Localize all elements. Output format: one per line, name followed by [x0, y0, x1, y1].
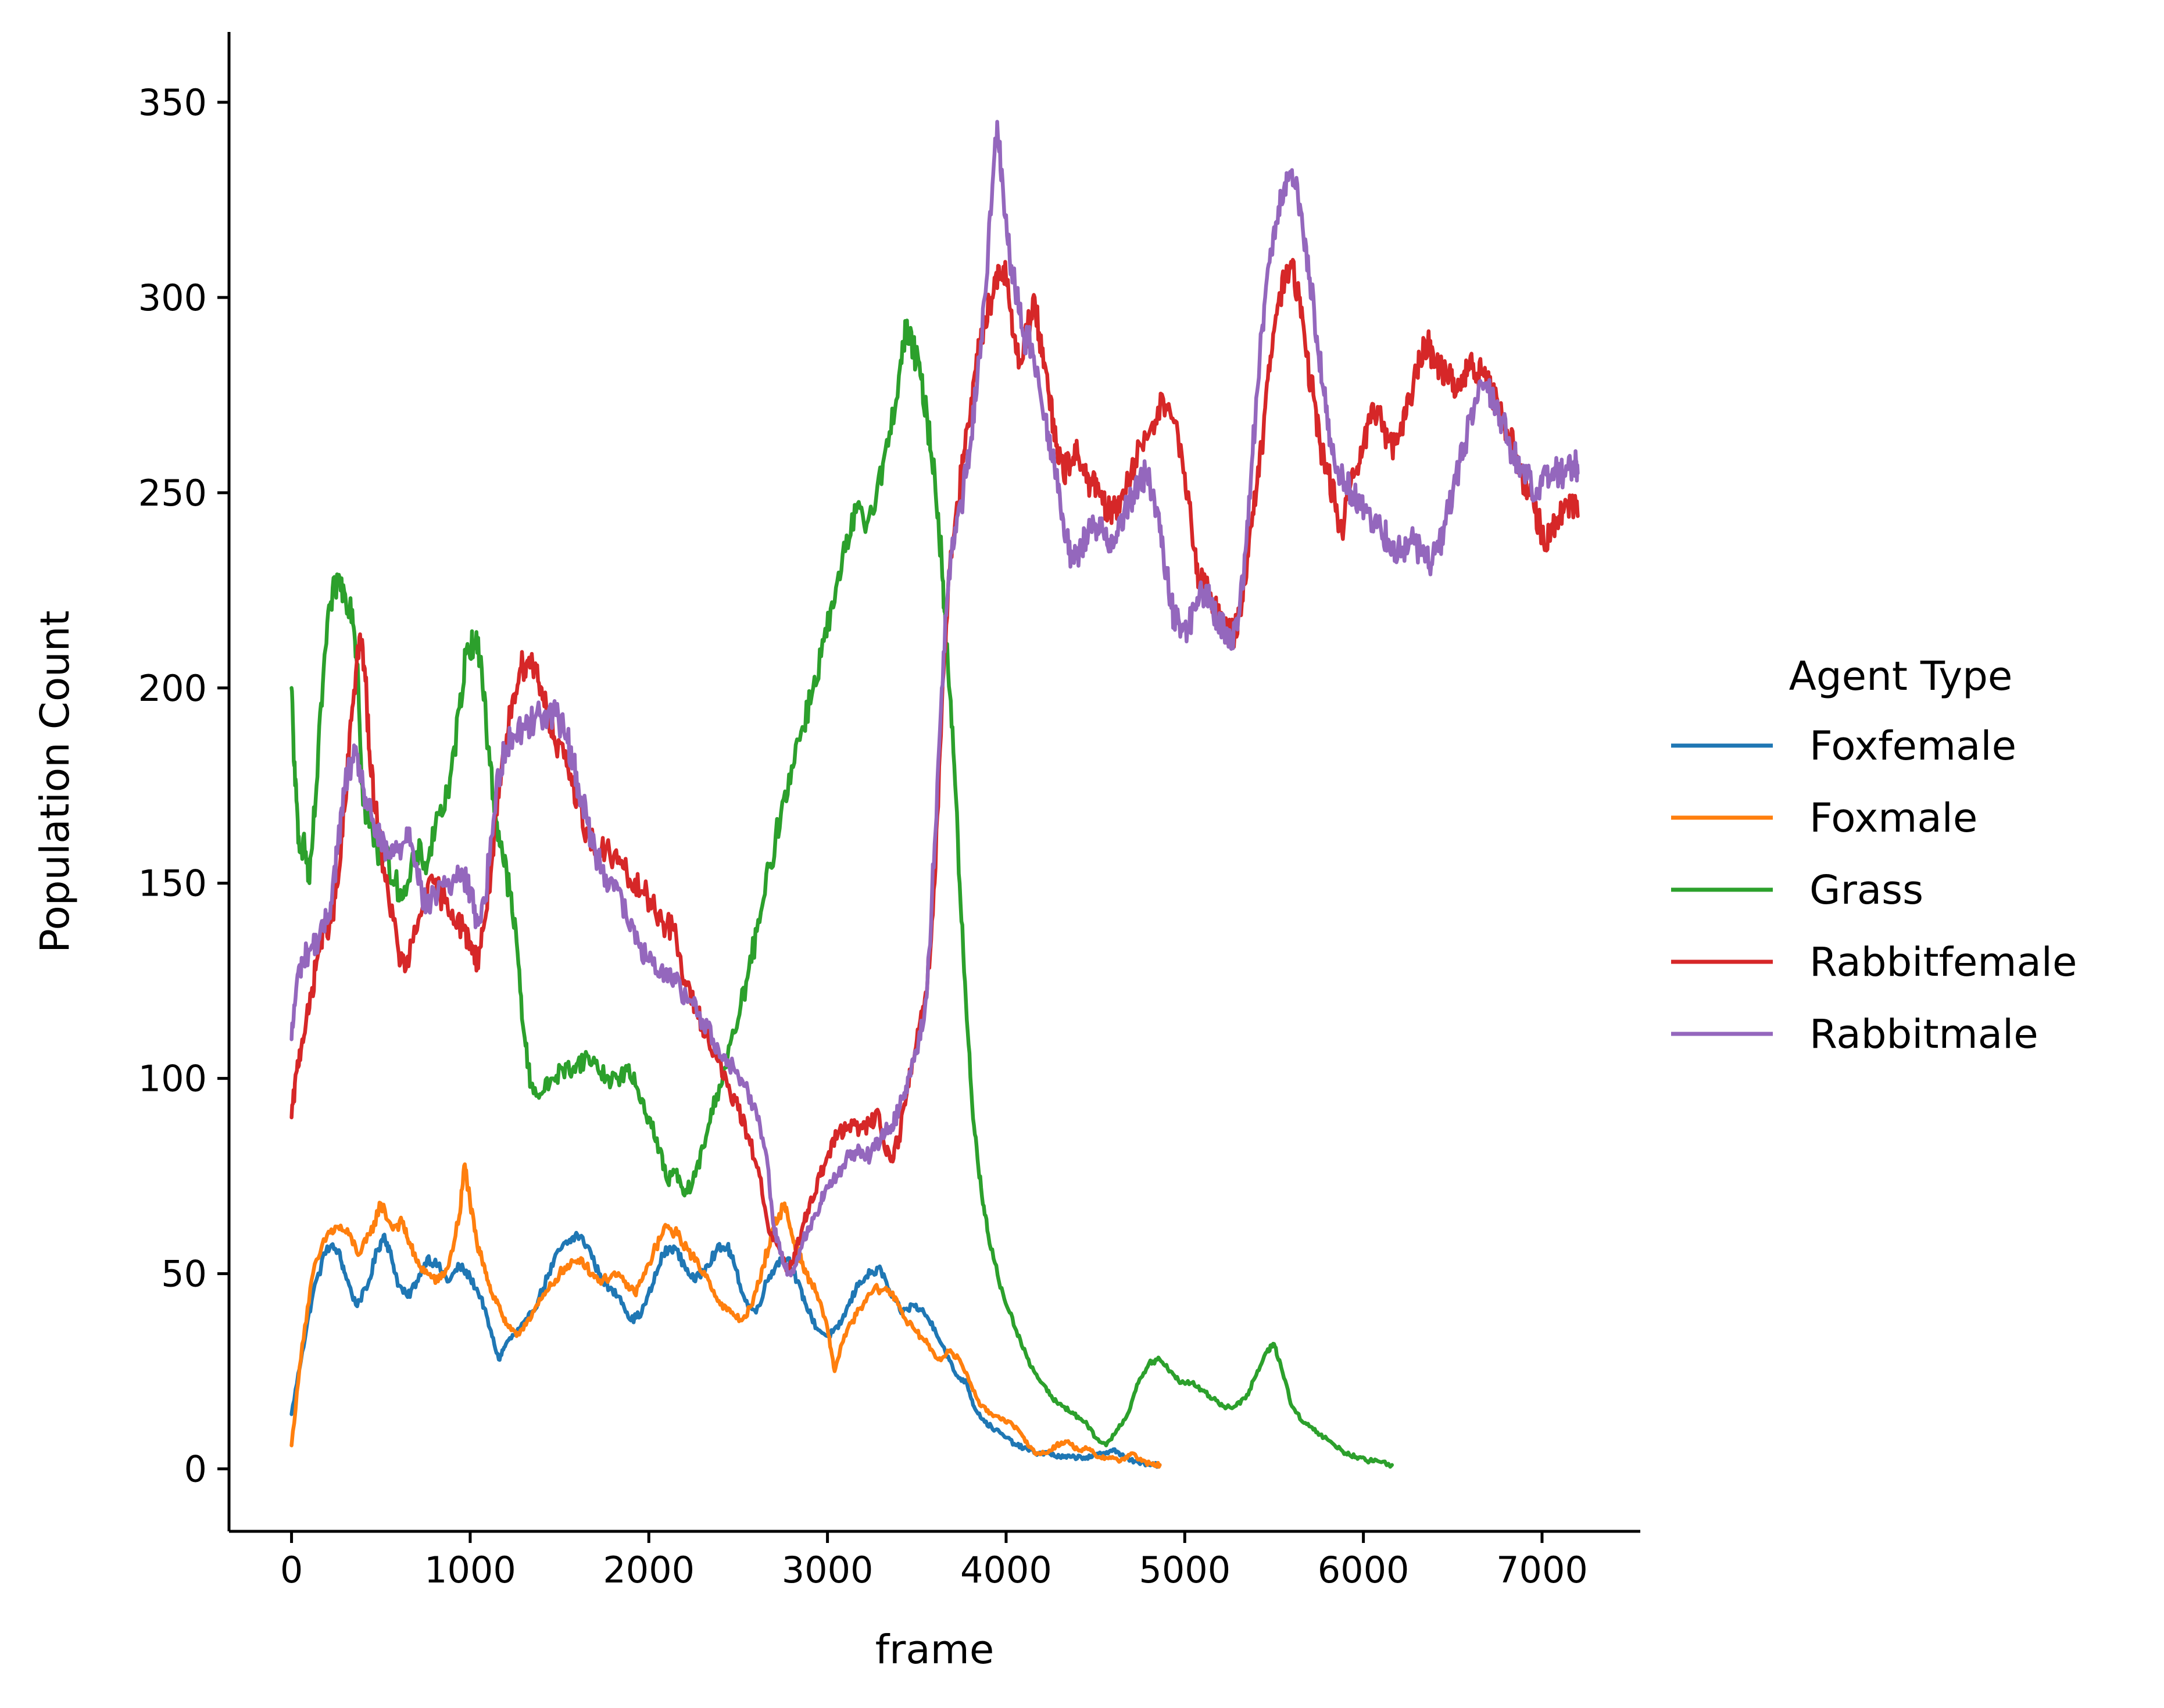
series-line-foxmale: [289, 1162, 1162, 1469]
legend-item-foxfemale: Foxfemale: [1671, 723, 2016, 769]
legend-items: Foxfemale Foxmale Grass Rabbitfemale Rabbitm…: [1671, 723, 2077, 1058]
series-line-grass: [289, 318, 1394, 1469]
x-tick-label: 7000: [1496, 1549, 1588, 1591]
y-tick-label: 350: [138, 81, 207, 124]
legend-item-grass: Grass: [1671, 867, 1923, 914]
y-tick-label: 200: [138, 667, 207, 710]
y-tick-label: 0: [184, 1448, 207, 1491]
legend: Agent Type Foxfemale Foxmale Grass Rabbitfe…: [1671, 653, 2077, 1058]
series-layer: [289, 120, 1580, 1469]
y-tick-label: 150: [138, 862, 207, 905]
y-axis-title: Population Count: [32, 610, 78, 953]
legend-item-foxmale: Foxmale: [1671, 795, 1977, 842]
x-axis-ticks: 0 1000 2000 3000 4000 5000 6000 7000: [280, 1531, 1588, 1591]
x-tick-label: 4000: [960, 1549, 1052, 1591]
x-tick-label: 1000: [424, 1549, 516, 1591]
x-tick-label: 0: [280, 1549, 303, 1591]
legend-label: Grass: [1809, 867, 1923, 914]
y-tick-label: 250: [138, 472, 207, 514]
legend-item-rabbitmale: Rabbitmale: [1671, 1011, 2038, 1058]
legend-label: Rabbitfemale: [1809, 939, 2077, 986]
series-line-foxfemale: [289, 1230, 1162, 1469]
legend-label: Foxmale: [1809, 795, 1977, 842]
x-tick-label: 3000: [782, 1549, 874, 1591]
x-tick-label: 6000: [1318, 1549, 1410, 1591]
y-tick-label: 300: [138, 277, 207, 319]
legend-label: Foxfemale: [1809, 723, 2016, 769]
legend-item-rabbitfemale: Rabbitfemale: [1671, 939, 2077, 986]
y-tick-label: 50: [161, 1253, 207, 1295]
y-tick-label: 100: [138, 1058, 207, 1100]
legend-label: Rabbitmale: [1809, 1011, 2038, 1058]
x-tick-label: 5000: [1139, 1549, 1231, 1591]
x-axis-title: frame: [875, 1627, 995, 1673]
legend-title: Agent Type: [1789, 653, 2013, 700]
x-tick-label: 2000: [603, 1549, 695, 1591]
series-line-rabbitmale: [289, 120, 1580, 1278]
y-axis-ticks: 0 50 100 150 200 250 300 350: [138, 81, 229, 1491]
